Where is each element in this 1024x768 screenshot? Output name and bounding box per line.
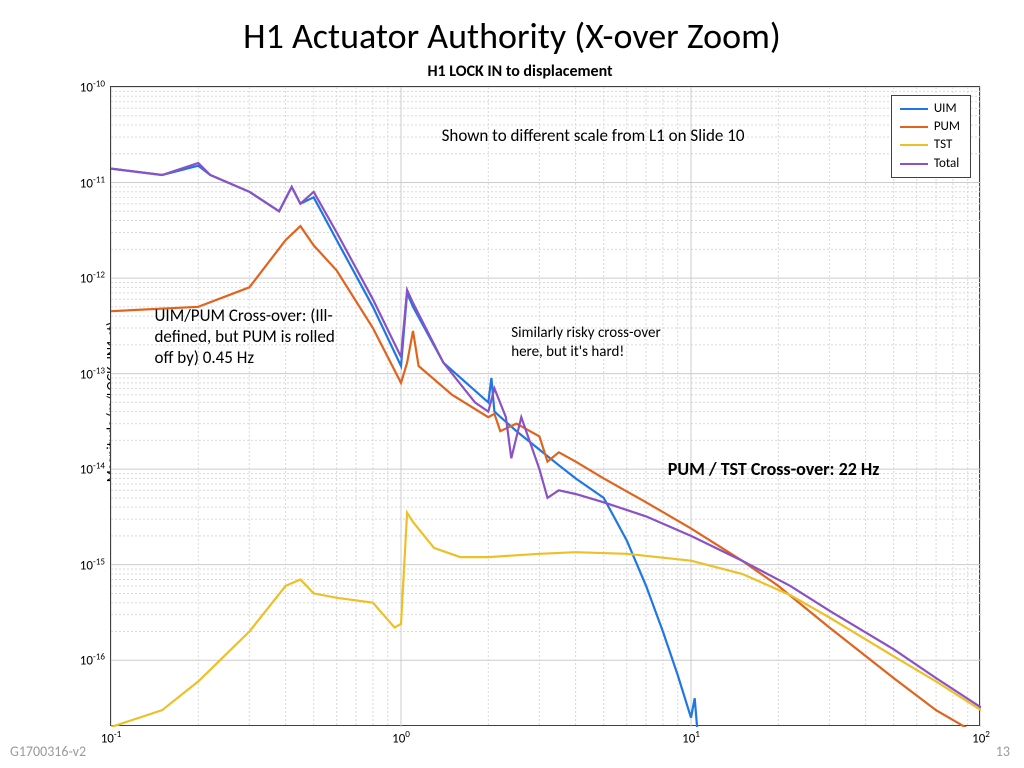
annotation-pum_tst: PUM / TST Cross-over: 22 Hz [668, 458, 888, 481]
legend-label: UIM [934, 100, 957, 118]
annotation-risky: Similarly risky cross-over here, but it'… [511, 324, 681, 362]
y-tick: 10-10 [80, 78, 111, 95]
x-tick: 102 [972, 725, 990, 746]
footer-page-number: 13 [996, 743, 1010, 760]
annotation-uim_pum: UIM/PUM Cross-over: (Ill-defined, but PU… [155, 305, 355, 369]
y-tick: 10-16 [80, 652, 111, 669]
x-tick: 100 [392, 725, 410, 746]
legend-item: PUM [900, 118, 960, 136]
y-tick: 10-14 [80, 460, 111, 477]
slide: H1 Actuator Authority (X-over Zoom) G170… [0, 0, 1024, 768]
chart-container: H1 LOCK IN to displacement Magnitude (m/… [40, 62, 1000, 742]
chart-title: H1 LOCK IN to displacement [40, 62, 1000, 81]
x-tick: 101 [682, 725, 700, 746]
x-tick: 10-1 [101, 725, 122, 746]
data-curves [111, 87, 981, 727]
slide-title: H1 Actuator Authority (X-over Zoom) [0, 14, 1024, 58]
annotation-top_note: Shown to different scale from L1 on Slid… [442, 125, 745, 146]
y-tick: 10-13 [80, 365, 111, 382]
y-tick: 10-11 [80, 174, 111, 191]
legend-label: TST [934, 136, 953, 154]
plot-area: UIMPUMTSTTotal Shown to different scale … [110, 86, 980, 726]
legend: UIMPUMTSTTotal [891, 95, 971, 178]
legend-swatch [900, 163, 928, 165]
legend-swatch [900, 126, 928, 128]
y-tick: 10-12 [80, 269, 111, 286]
legend-swatch [900, 144, 928, 146]
legend-label: PUM [934, 118, 960, 136]
legend-swatch [900, 108, 928, 110]
footer-doc-id: G1700316-v2 [10, 743, 86, 760]
legend-item: UIM [900, 100, 960, 118]
legend-item: TST [900, 136, 960, 154]
legend-label: Total [934, 155, 959, 173]
legend-item: Total [900, 155, 960, 173]
y-tick: 10-15 [80, 556, 111, 573]
